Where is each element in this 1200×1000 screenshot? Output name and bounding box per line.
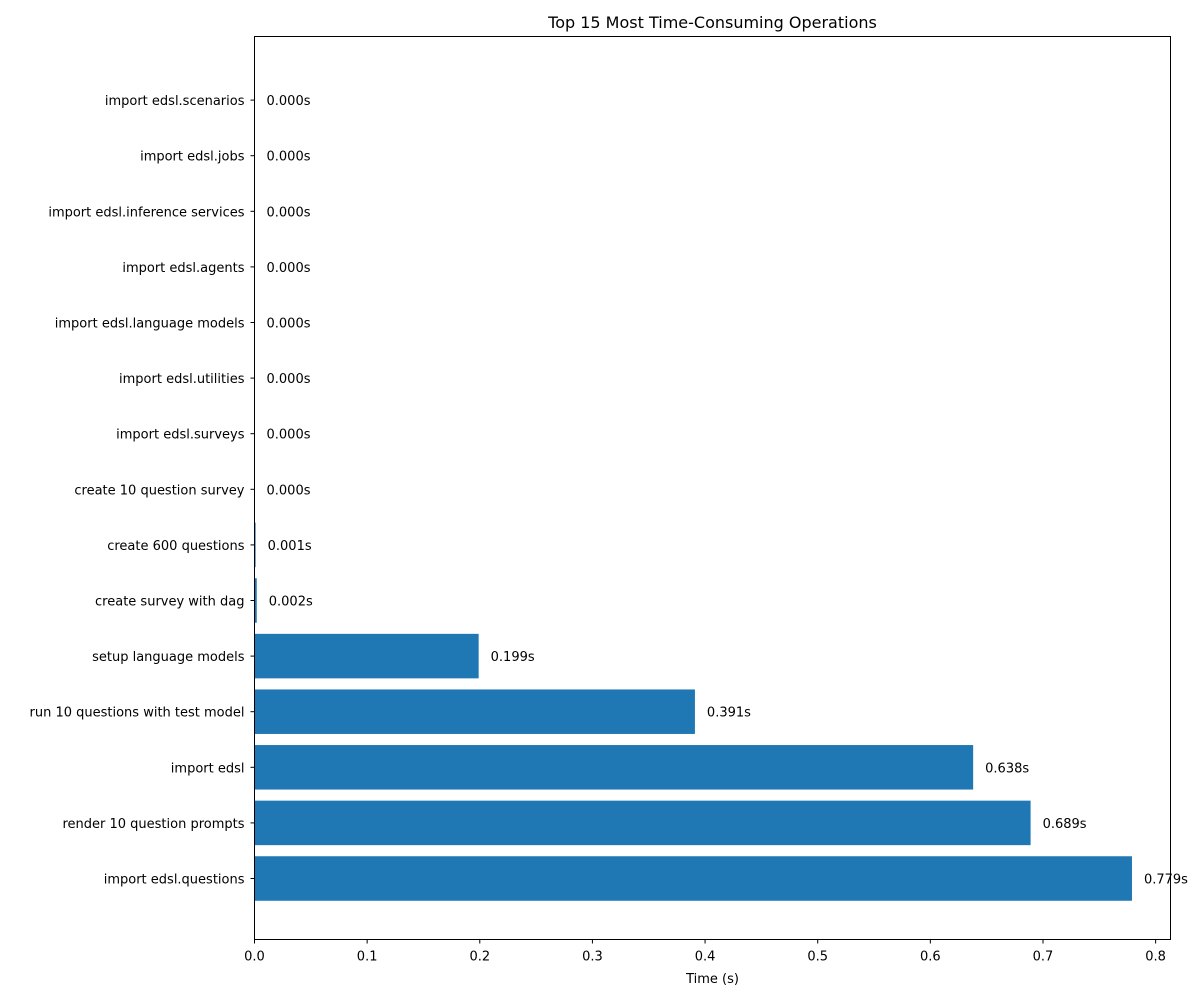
y-tick-label: import edsl.utilities	[119, 372, 245, 387]
bar-value-label: 0.000s	[267, 483, 311, 498]
bar	[254, 522, 256, 568]
y-tick-label: import edsl.surveys	[116, 428, 245, 443]
bar-value-label: 0.638s	[985, 761, 1029, 776]
x-tick-label: 0.0	[244, 950, 265, 965]
bar-value-label: 0.199s	[491, 650, 535, 665]
y-tick-label: run 10 questions with test model	[30, 706, 245, 721]
y-tick-label: render 10 question prompts	[62, 817, 244, 832]
y-tick-label: create 600 questions	[107, 539, 245, 554]
x-axis-label: Time (s)	[685, 972, 739, 987]
x-axis: 0.0 0.1 0.2 0.3 0.4 0.5 0.6 0.7 0.8	[244, 939, 1166, 965]
bar-value-label: 0.001s	[268, 539, 312, 554]
bar-value-label: 0.000s	[267, 317, 311, 332]
y-tick-label: import edsl.inference services	[48, 205, 244, 220]
y-tick-label: import edsl.questions	[104, 873, 245, 888]
bar-value-label: 0.689s	[1043, 817, 1087, 832]
x-tick-label: 0.6	[920, 950, 941, 965]
y-axis: import edsl.scenarios import edsl.jobs imp…	[30, 94, 255, 888]
y-tick-label: import edsl	[171, 761, 245, 776]
x-tick-label: 0.2	[469, 950, 490, 965]
chart-title: Top 15 Most Time-Consuming Operations	[547, 13, 877, 32]
x-tick-label: 0.4	[695, 950, 716, 965]
y-tick-label: import edsl.jobs	[140, 150, 245, 165]
bar-value-label: 0.000s	[267, 205, 311, 220]
bar-value-label: 0.779s	[1144, 873, 1188, 888]
bar-value-label: 0.002s	[269, 595, 313, 610]
bar	[254, 856, 1132, 901]
x-tick-label: 0.1	[357, 950, 378, 965]
bar-value-label: 0.000s	[267, 94, 311, 109]
y-tick-label: create 10 question survey	[74, 483, 244, 498]
y-tick-label: import edsl.scenarios	[105, 94, 245, 109]
bar	[254, 578, 257, 623]
bars-layer	[254, 522, 1132, 901]
bar-value-label: 0.000s	[267, 372, 311, 387]
value-labels-layer: 0.000s 0.000s 0.000s 0.000s 0.000s 0.000s 0.00…	[267, 94, 1189, 887]
bar-value-label: 0.000s	[267, 261, 311, 276]
bar-value-label: 0.000s	[267, 428, 311, 443]
bar	[254, 745, 974, 790]
y-tick-label: import edsl.language models	[55, 317, 245, 332]
plot-area-frame	[254, 36, 1171, 940]
x-tick-label: 0.8	[1145, 950, 1166, 965]
y-tick-label: create survey with dag	[95, 595, 244, 610]
bar-value-label: 0.391s	[707, 706, 751, 721]
bar	[254, 689, 695, 734]
bar	[254, 800, 1031, 846]
x-tick-label: 0.5	[807, 950, 828, 965]
bar	[254, 633, 479, 679]
bar-value-label: 0.000s	[267, 150, 311, 165]
x-tick-label: 0.3	[582, 950, 603, 965]
x-tick-label: 0.7	[1033, 950, 1054, 965]
y-tick-label: setup language models	[92, 650, 245, 665]
y-tick-label: import edsl.agents	[122, 261, 244, 276]
